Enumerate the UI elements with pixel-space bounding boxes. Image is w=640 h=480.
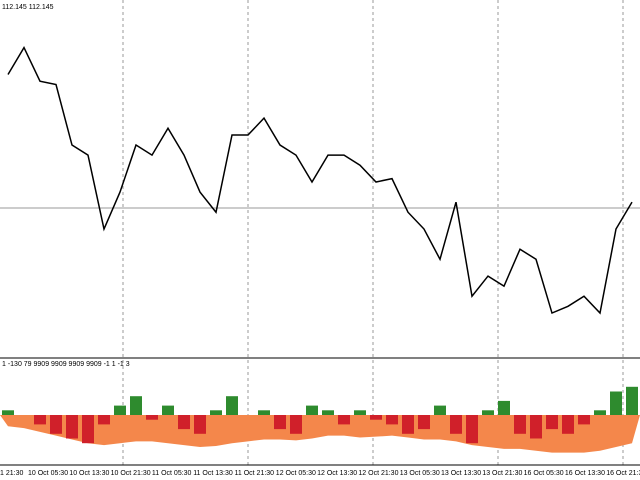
time-label: 16 Oct 13:30 (565, 470, 605, 477)
histogram-bar (578, 415, 590, 425)
histogram-bar (434, 405, 446, 415)
histogram-bar (82, 415, 94, 444)
histogram-bar (418, 415, 430, 430)
histogram-bar (322, 410, 334, 415)
histogram-bar (146, 415, 158, 420)
time-label: 11 Oct 05:30 (152, 470, 192, 477)
time-label: 11 Oct 13:30 (193, 470, 233, 477)
histogram-bar (98, 415, 110, 425)
histogram-bar (274, 415, 286, 430)
histogram-bar (50, 415, 62, 434)
time-label: 12 Oct 05:30 (276, 470, 316, 477)
time-label: 13 Oct 05:30 (400, 470, 440, 477)
histogram-bar (306, 405, 318, 415)
price-label: 112.145 112.145 (2, 4, 54, 11)
price-line-series (7, 46, 633, 315)
histogram-bar (610, 391, 622, 415)
histogram-bar (514, 415, 526, 434)
histogram-bar (626, 386, 638, 415)
time-label: 12 Oct 21:30 (358, 470, 398, 477)
histogram-bar (402, 415, 414, 434)
histogram-bar (290, 415, 302, 434)
time-label: 11 Oct 21:30 (235, 470, 275, 477)
indicator-area (0, 415, 640, 453)
histogram-bar (258, 410, 270, 415)
histogram-bar (34, 415, 46, 425)
histogram-bar (594, 410, 606, 415)
time-label: 16 Oct 21:3 (606, 470, 640, 477)
indicator-label: 1 -130 79 9909 9909 9909 9909 -1 1 -1 3 (2, 361, 130, 368)
time-label: 13 Oct 21:30 (482, 470, 522, 477)
time-label: 16 Oct 05:30 (524, 470, 564, 477)
histogram-bar (162, 405, 174, 415)
histogram-bar (130, 396, 142, 415)
time-label: 12 Oct 13:30 (317, 470, 357, 477)
histogram-bar (226, 396, 238, 415)
histogram-bar (386, 415, 398, 425)
histogram-bar (194, 415, 206, 434)
time-label: 1 21:30 (0, 470, 23, 477)
histogram-bar (530, 415, 542, 439)
histogram-bar (2, 410, 14, 415)
histogram-bar (354, 410, 366, 415)
histogram-bar (450, 415, 462, 434)
histogram-bar (546, 415, 558, 430)
histogram-bar (482, 410, 494, 415)
time-label: 13 Oct 13:30 (441, 470, 481, 477)
histogram-bar (498, 400, 510, 415)
histogram-bar (210, 410, 222, 415)
time-label: 10 Oct 21:30 (111, 470, 151, 477)
time-label: 10 Oct 05:30 (28, 470, 68, 477)
histogram-bar (466, 415, 478, 444)
histogram-bar (178, 415, 190, 430)
histogram-bar (338, 415, 350, 425)
histogram-bar (562, 415, 574, 434)
time-label: 10 Oct 13:30 (69, 470, 109, 477)
histogram-bar (370, 415, 382, 420)
histogram-bar (66, 415, 78, 439)
histogram-bar (114, 405, 126, 415)
